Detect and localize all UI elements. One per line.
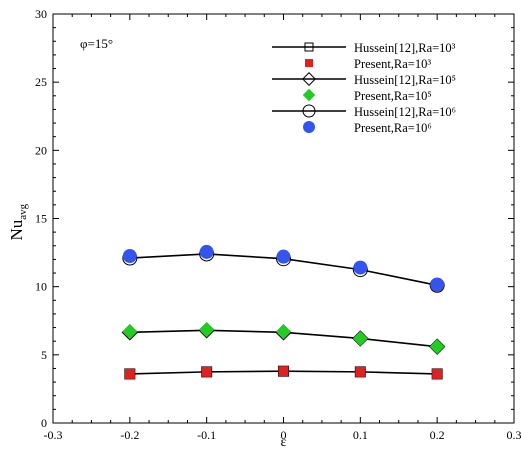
y-axis-label-main: Nu <box>7 219 26 240</box>
x-tick-label: -0.2 <box>120 428 139 442</box>
legend-marker <box>302 104 316 118</box>
legend-label: Hussein[12],Ra=10³ <box>354 41 456 55</box>
y-tick-label: 20 <box>35 143 47 157</box>
legend-label: Hussein[12],Ra=10⁶ <box>354 105 456 119</box>
legend-label: Hussein[12],Ra=10⁵ <box>354 73 456 87</box>
data-point <box>276 324 291 340</box>
data-point <box>278 366 289 377</box>
data-point <box>122 248 137 263</box>
x-tick-label: -0.3 <box>44 428 63 442</box>
legend-label: Present,Ra=10⁶ <box>354 121 432 135</box>
legend-marker <box>302 72 316 86</box>
axis-ticks: -0.3 -0.2 -0.1 0 0.1 0.2 0.3 0 5 10 15 20 25 30 <box>35 7 521 442</box>
y-tick-label: 15 <box>35 212 47 226</box>
y-tick-label: 0 <box>41 416 47 430</box>
data-point <box>430 277 445 292</box>
data-point <box>352 330 368 346</box>
legend-marker <box>305 59 313 67</box>
data-point <box>355 366 366 377</box>
x-tick-label: -0.1 <box>197 428 216 442</box>
x-axis-label: ε <box>281 435 287 450</box>
legend-label: Present,Ra=10³ <box>354 57 431 71</box>
data-point <box>122 324 138 340</box>
data-point <box>429 339 445 355</box>
series-1 <box>124 366 443 379</box>
legend-item: Hussein[12],Ra=10³ <box>272 41 456 55</box>
series-5 <box>122 244 445 292</box>
series-3 <box>122 322 445 355</box>
legend-item: Present,Ra=10³ <box>305 57 431 71</box>
legend-item: Present,Ra=10⁵ <box>302 88 432 103</box>
series-layer <box>121 244 446 380</box>
y-tick-label: 30 <box>35 7 47 21</box>
legend-marker <box>302 88 316 102</box>
data-point <box>353 260 368 275</box>
data-point <box>276 249 291 264</box>
legend-marker <box>303 121 315 133</box>
legend-label: Present,Ra=10⁵ <box>354 89 432 103</box>
data-point <box>201 366 212 377</box>
legend: Hussein[12],Ra=10³ Present,Ra=10³ Hussein[… <box>272 41 456 135</box>
legend-item: Hussein[12],Ra=10⁵ <box>272 72 456 87</box>
x-tick-label: 0.1 <box>353 428 368 442</box>
data-point <box>124 368 135 379</box>
y-tick-label: 25 <box>35 75 47 89</box>
y-axis-label-sub: avg <box>17 203 29 219</box>
x-tick-label: 0.3 <box>507 428 521 442</box>
y-axis-label: Nuavg <box>7 203 29 240</box>
y-tick-label: 5 <box>41 348 47 362</box>
x-tick-label: 0 <box>281 428 287 442</box>
data-point <box>199 244 214 259</box>
y-tick-label: 10 <box>35 280 47 294</box>
legend-item: Hussein[12],Ra=10⁶ <box>272 104 456 119</box>
data-point <box>432 368 443 379</box>
legend-marker <box>304 42 314 52</box>
legend-item: Present,Ra=10⁶ <box>303 121 432 135</box>
data-point <box>199 322 215 338</box>
x-tick-label: 0.2 <box>430 428 445 442</box>
chart-annotation: φ=15° <box>80 36 113 51</box>
